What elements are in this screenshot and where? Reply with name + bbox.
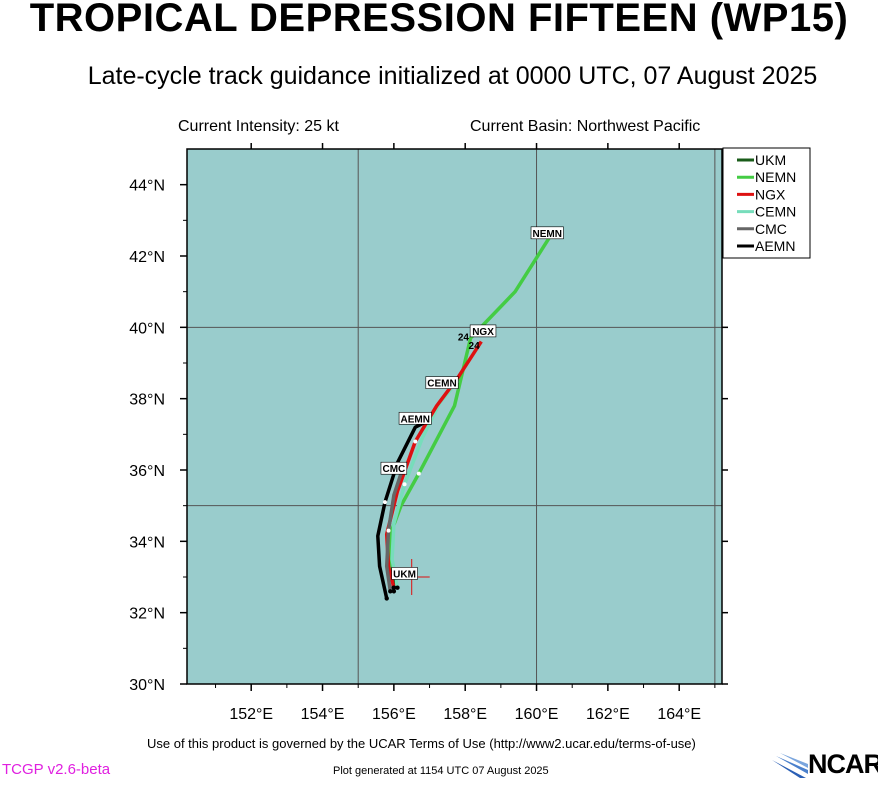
current-basin: Current Basin: Northwest Pacific [470, 118, 701, 135]
y-tick-label: 36°N [129, 463, 165, 480]
track-label-cemn: CEMN [427, 379, 456, 390]
track-label-ukm: UKM [393, 569, 416, 580]
legend-box [722, 147, 811, 259]
y-tick-label: 32°N [129, 606, 165, 623]
y-tick-label: 30°N [129, 677, 165, 694]
legend-label-ukm: UKM [755, 152, 786, 168]
generated-timestamp: Plot generated at 1154 UTC 07 August 202… [333, 765, 549, 777]
track-point-ngx [413, 439, 418, 444]
forecast-hour-label: 24 [458, 332, 470, 343]
x-tick-label: 156°E [372, 706, 416, 723]
chart-subtitle: Late-cycle track guidance initialized at… [87, 62, 818, 90]
track-start-aemn [384, 596, 389, 601]
chart-title: TROPICAL DEPRESSION FIFTEEN (WP15) [29, 0, 849, 40]
track-point-cmc [386, 528, 391, 533]
ncar-logo: NCAR [770, 749, 878, 780]
track-label-box-ukm [391, 567, 418, 580]
plot-frame [186, 148, 723, 685]
track-label-box-aemn [398, 411, 432, 425]
x-tick-label: 164°E [657, 706, 701, 723]
x-tick-label: 162°E [586, 706, 630, 723]
axes: 152°E 154°E 156°E 158°E 160°E 162°E 164°E 30°N 3… [129, 143, 728, 723]
track-start-cemn [395, 585, 400, 590]
track-label-box-nemn [530, 226, 564, 240]
legend-label-nemn: NEMN [755, 169, 796, 185]
plot-area [187, 149, 722, 684]
track-point-aemn [382, 500, 387, 505]
y-tick-label: 34°N [129, 534, 165, 551]
ncar-logo-text: NCAR [808, 749, 878, 779]
track-label-ngx: NGX [472, 327, 494, 338]
y-tick-label: 42°N [129, 249, 165, 266]
track-label-nemn: NEMN [533, 229, 562, 240]
track-start-ngx [391, 585, 397, 590]
track-label-box-cmc [380, 461, 408, 475]
version-label: TCGP v2.6-beta [2, 761, 111, 778]
forecast-hour-label: 24 [469, 341, 481, 352]
track-label-cmc: CMC [382, 464, 405, 475]
y-tick-label: 40°N [129, 320, 165, 337]
x-tick-label: 152°E [229, 706, 273, 723]
legend-label-cemn: CEMN [755, 204, 796, 220]
y-tick-label: 44°N [129, 178, 165, 195]
grid-lines [187, 149, 722, 684]
current-intensity: Current Intensity: 25 kt [178, 118, 339, 135]
legend-label-cmc: CMC [755, 221, 787, 237]
x-tick-label: 158°E [443, 706, 487, 723]
ncar-logo-icon [772, 753, 808, 778]
x-tick-label: 160°E [515, 706, 559, 723]
legend-label-aemn: AEMN [755, 238, 795, 254]
track-point-nemn [416, 471, 421, 476]
track-point-cemn [402, 482, 407, 487]
track-start-ukm [391, 589, 397, 594]
track-label-box-ngx [469, 324, 497, 338]
track-label-box-cemn [425, 376, 459, 389]
legend-label-ngx: NGX [755, 186, 786, 202]
terms-of-use: Use of this product is governed by the U… [147, 736, 696, 751]
track-label-aemn: AEMN [401, 414, 430, 425]
y-tick-label: 38°N [129, 392, 165, 409]
x-tick-label: 154°E [301, 706, 345, 723]
track-start-cmc [388, 589, 393, 594]
track-markers [382, 439, 430, 601]
